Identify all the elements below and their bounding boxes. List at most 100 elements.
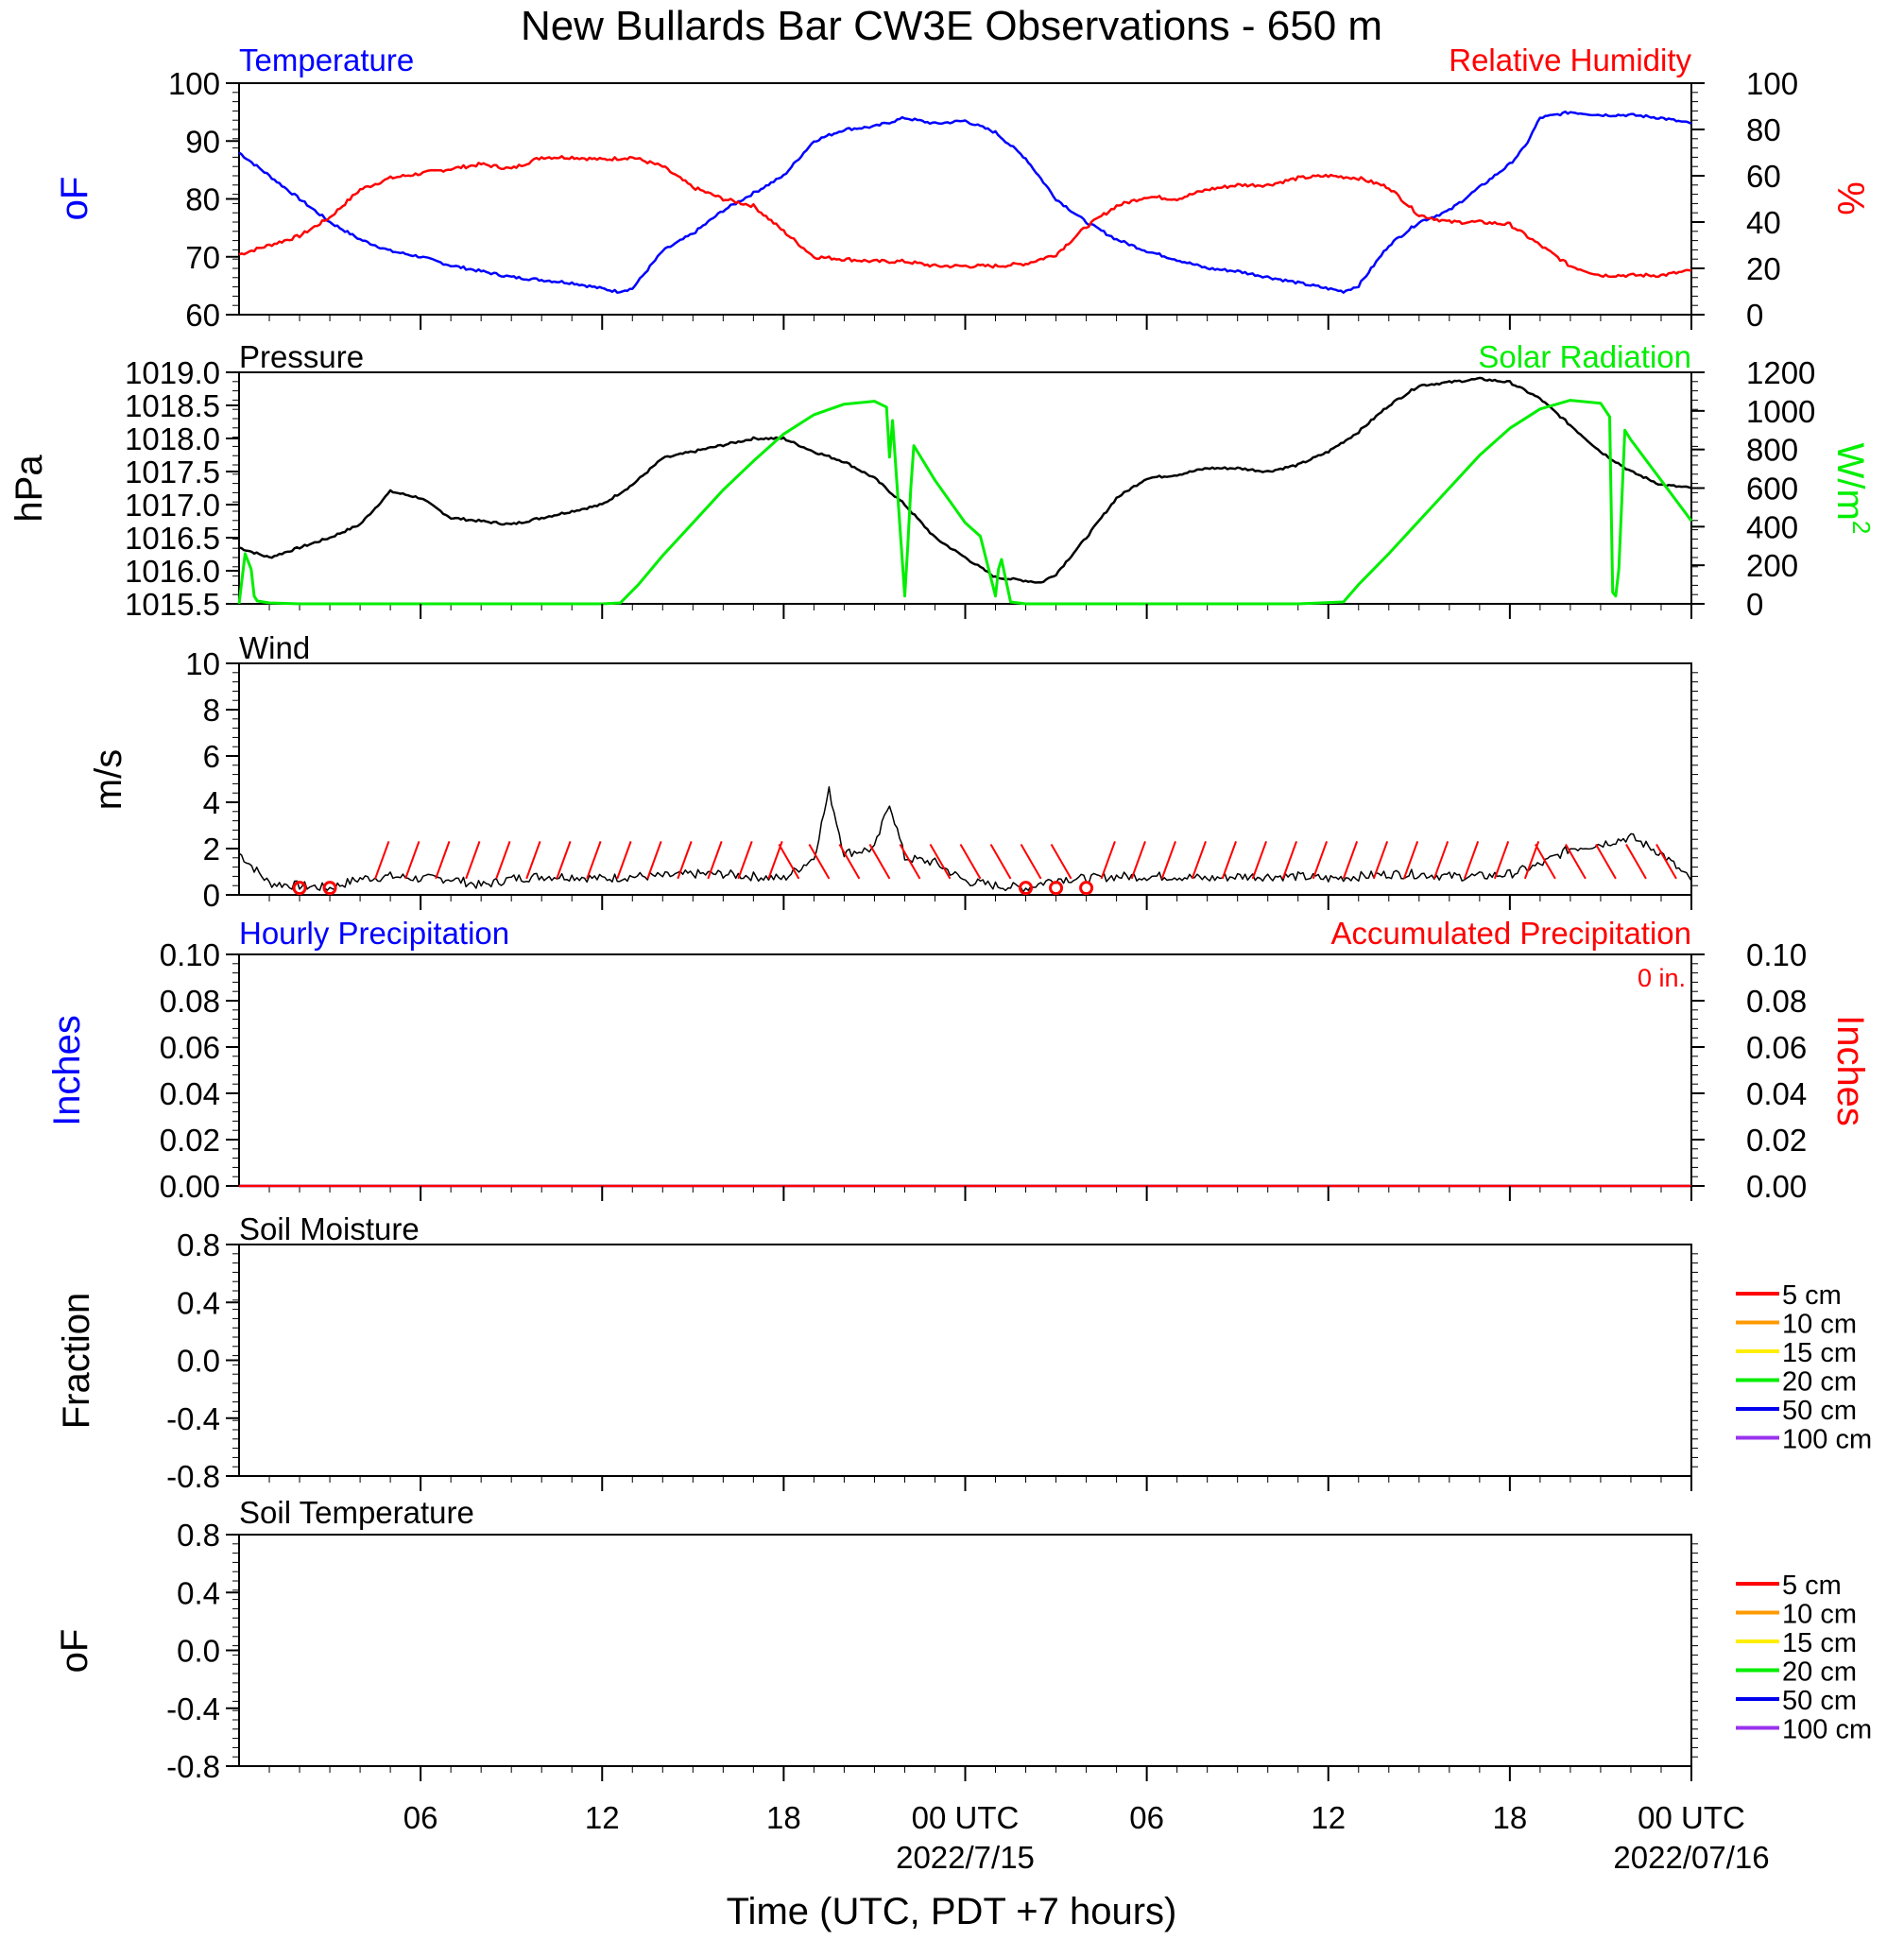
wind-barb bbox=[808, 843, 831, 880]
soil-temperature-tick-label: -0.4 bbox=[166, 1691, 220, 1726]
pressure-axis-ticks: 1015.51016.01016.51017.01017.51018.01018… bbox=[125, 355, 239, 622]
legend-label: 50 cm bbox=[1782, 1396, 1857, 1426]
legend-label: 15 cm bbox=[1782, 1628, 1857, 1658]
soil-moisture-title: Soil Moisture bbox=[239, 1211, 420, 1246]
wind-barb bbox=[1312, 841, 1329, 880]
soil-moisture-axis-ticks: -0.8 -0.4 0.0 0.4 0.8 bbox=[166, 1228, 239, 1494]
legend-label: 100 cm bbox=[1782, 1715, 1872, 1745]
soil-moisture-tick-label: 0.4 bbox=[177, 1285, 220, 1320]
wind-barb bbox=[707, 841, 723, 880]
hourly-precip-tick-label: 0.10 bbox=[160, 937, 220, 972]
solar-radiation-line bbox=[237, 399, 1693, 606]
wind-barb bbox=[1160, 841, 1176, 880]
hourly-precip-axis-ticks: 0.00 0.02 0.04 0.06 0.08 0.10 bbox=[160, 937, 239, 1204]
legend-label: 15 cm bbox=[1782, 1338, 1857, 1368]
wind-unit: m/s bbox=[88, 749, 129, 810]
time-tick-label: 00 UTC bbox=[1638, 1800, 1745, 1835]
time-tick-label: 12 bbox=[1311, 1800, 1346, 1835]
hourly-precip-tick-label: 0.00 bbox=[160, 1169, 220, 1204]
pressure-tick-label: 1017.0 bbox=[125, 488, 220, 523]
panel-minor-ticks bbox=[232, 963, 1698, 1193]
panel-minor-ticks bbox=[232, 1543, 1698, 1773]
wind-barb bbox=[525, 841, 541, 880]
wind-barb bbox=[1191, 841, 1207, 880]
accum-precip-tick-label: 0.08 bbox=[1746, 984, 1807, 1019]
panel-precipitation: Hourly Precipitation Accumulated Precipi… bbox=[46, 916, 1871, 1204]
pressure-tick-label: 1016.0 bbox=[125, 554, 220, 589]
wind-barb bbox=[1655, 843, 1677, 880]
wind-barb bbox=[1463, 841, 1480, 880]
calm-wind-marker bbox=[1049, 881, 1064, 896]
legend-label: 20 cm bbox=[1782, 1657, 1857, 1688]
accum-precip-tick-label: 0.04 bbox=[1746, 1076, 1807, 1111]
panel-frame bbox=[238, 1534, 1692, 1767]
panel-minor-ticks bbox=[232, 1253, 1698, 1483]
legend-label: 5 cm bbox=[1782, 1571, 1842, 1601]
temperature-line bbox=[238, 110, 1692, 294]
hourly-precip-tick-label: 0.08 bbox=[160, 984, 220, 1019]
hourly-precip-tick-label: 0.02 bbox=[160, 1123, 220, 1158]
soil-moisture-tick-label: -0.8 bbox=[166, 1459, 220, 1494]
time-tick-label: 06 bbox=[403, 1800, 438, 1835]
wind-barb bbox=[1372, 841, 1389, 880]
wind-barb bbox=[838, 843, 861, 880]
time-tick-label: 12 bbox=[585, 1800, 620, 1835]
solar-title: Solar Radiation bbox=[1478, 339, 1691, 374]
humidity-tick-label: 20 bbox=[1746, 251, 1781, 286]
solar-tick-label: 200 bbox=[1746, 548, 1798, 583]
wind-title: Wind bbox=[239, 630, 310, 665]
wind-barb bbox=[435, 841, 451, 880]
wind-barb bbox=[899, 843, 921, 880]
wind-barb bbox=[1020, 843, 1042, 880]
temperature-unit: oF bbox=[54, 177, 95, 221]
temperature-tick-label: 100 bbox=[168, 66, 220, 101]
date-label: 2022/07/16 bbox=[1613, 1840, 1769, 1875]
legend-label: 100 cm bbox=[1782, 1425, 1872, 1455]
temperature-humidity-lines bbox=[238, 110, 1692, 294]
temperature-tick-label: 60 bbox=[185, 298, 220, 333]
solar-unit: W/m2 bbox=[1829, 443, 1876, 535]
hourly-precip-unit: Inches bbox=[46, 1015, 88, 1126]
chart-title: New Bullards Bar CW3E Observations - 650… bbox=[521, 3, 1382, 49]
soil-moisture-tick-label: 0.8 bbox=[177, 1228, 220, 1262]
legend-label: 5 cm bbox=[1782, 1280, 1842, 1311]
temperature-axis-ticks: 60 70 80 90 100 bbox=[168, 66, 239, 333]
panel-soil-moisture: Soil Moisture Fraction -0.8 -0.4 0.0 0.4 0.8… bbox=[56, 1211, 1872, 1494]
panel-frame bbox=[238, 953, 1692, 1187]
panel-frame bbox=[238, 662, 1692, 896]
date-label: 2022/7/15 bbox=[896, 1840, 1035, 1875]
wind-line bbox=[238, 786, 1692, 893]
pressure-unit: hPa bbox=[9, 455, 50, 523]
wind-tick-label: 0 bbox=[203, 878, 220, 913]
wind-barb bbox=[1221, 841, 1237, 880]
accum-precip-title: Accumulated Precipitation bbox=[1330, 916, 1691, 951]
temperature-title: Temperature bbox=[239, 43, 414, 77]
wind-tick-label: 2 bbox=[203, 832, 220, 867]
soil-moisture-tick-label: -0.4 bbox=[166, 1401, 220, 1436]
wind-barb bbox=[465, 841, 481, 880]
wind-barb bbox=[1625, 843, 1647, 880]
time-axis-ticks: 06 12 18 00 UTC 2022/7/15 06 12 18 00 UTC 2022/07… bbox=[403, 315, 1770, 1875]
humidity-unit: % bbox=[1829, 181, 1871, 215]
relative-humidity-line bbox=[238, 155, 1692, 279]
wind-barb bbox=[1595, 843, 1617, 880]
temperature-tick-label: 90 bbox=[185, 124, 220, 159]
accum-precip-tick-label: 0.02 bbox=[1746, 1123, 1807, 1158]
wind-tick-label: 6 bbox=[203, 739, 220, 774]
solar-tick-label: 400 bbox=[1746, 509, 1798, 544]
wind-tick-label: 10 bbox=[185, 646, 220, 681]
wind-barb bbox=[929, 843, 952, 880]
wind-tick-label: 4 bbox=[203, 785, 220, 820]
panel-frame bbox=[238, 1244, 1692, 1477]
panel-frame bbox=[238, 82, 1692, 316]
temperature-tick-label: 70 bbox=[185, 240, 220, 275]
soil-temperature-axis-ticks: -0.8 -0.4 0.0 0.4 0.8 bbox=[166, 1518, 239, 1784]
panel-temperature-humidity: Temperature Relative Humidity oF % 60 70 8… bbox=[54, 43, 1871, 333]
panel-pressure-solar: Pressure Solar Radiation hPa W/m2 1015.5… bbox=[9, 339, 1876, 622]
legend-label: 10 cm bbox=[1782, 1600, 1857, 1630]
wind-barb bbox=[1493, 841, 1510, 880]
calm-wind-marker bbox=[1019, 881, 1034, 896]
